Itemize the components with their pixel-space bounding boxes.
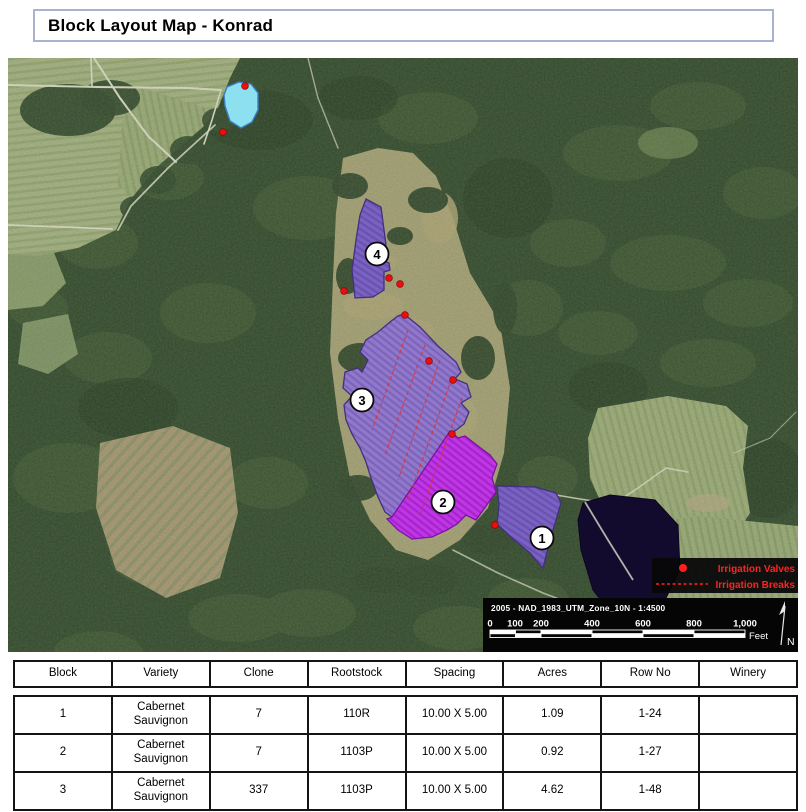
block-table-header: Block Variety Clone Rootstock Spacing Ac… [13, 660, 798, 688]
table-cell: Cabernet Sauvignon [110, 771, 211, 811]
block-1-label: 1 [538, 531, 545, 546]
header-row: Block Variety Clone Rootstock Spacing Ac… [13, 660, 798, 688]
block-4-label: 4 [373, 247, 381, 262]
column-header-clone: Clone [208, 660, 309, 688]
column-header-spacing: Spacing [404, 660, 505, 688]
table-cell: Cabernet Sauvignon [110, 695, 211, 735]
table-cell [698, 695, 798, 735]
scale-tick-400: 400 [584, 619, 600, 630]
column-header-block: Block [13, 660, 113, 688]
table-cell: 1-24 [600, 695, 701, 735]
table-cell [698, 771, 798, 811]
column-header-variety: Variety [110, 660, 211, 688]
block-4-marker: 4 [364, 241, 390, 267]
column-header-acres: Acres [502, 660, 603, 688]
page-title-text: Block Layout Map - Konrad [48, 15, 274, 35]
scale-tick-600: 600 [635, 619, 651, 630]
table-cell: 1-27 [600, 733, 701, 773]
table-cell: 1-48 [600, 771, 701, 811]
table-cell: 1 [13, 695, 113, 735]
north-label: N [787, 636, 795, 648]
block-3-marker: 3 [349, 387, 375, 413]
scale-tick-1000: 1,000 [733, 619, 757, 630]
table-cell: 10.00 X 5.00 [404, 733, 505, 773]
column-header-winery: Winery [698, 660, 798, 688]
table-row: 2 Cabernet Sauvignon 7 1103P 10.00 X 5.0… [13, 733, 798, 773]
scale-tick-200: 200 [533, 619, 549, 630]
table-cell: 1103P [306, 771, 407, 811]
block-2-marker: 2 [430, 489, 456, 515]
legend-valves-label: Irrigation Valves [718, 564, 796, 575]
table-cell: 4.62 [502, 771, 603, 811]
scale-bar-segments [489, 629, 746, 638]
map-container: 1 2 3 4 Irrigation Valves Irrigation Bre… [7, 57, 806, 675]
table-cell: 2 [13, 733, 113, 773]
irrigation-valve-legend-icon [679, 564, 687, 572]
table-cell: Cabernet Sauvignon [110, 733, 211, 773]
table-row: 1 Cabernet Sauvignon 7 110R 10.00 X 5.00… [13, 695, 798, 735]
table-cell: 7 [208, 695, 309, 735]
block-2-area [385, 430, 498, 540]
table-cell [698, 733, 798, 773]
table-cell: 337 [208, 771, 309, 811]
irrigation-valves-layer [219, 82, 499, 529]
scale-unit-label: Feet [749, 631, 768, 642]
table-row: 3 Cabernet Sauvignon 337 1103P 10.00 X 5… [13, 771, 798, 811]
reservoir-dam-road [584, 501, 634, 581]
table-cell: 1.09 [502, 695, 603, 735]
scale-crs-label: 2005 - NAD_1983_UTM_Zone_10N - 1:4500 [491, 603, 666, 613]
north-arrow-icon: N [779, 601, 795, 648]
table-cell: 10.00 X 5.00 [404, 695, 505, 735]
irrigation-breaks-layer [371, 329, 463, 516]
column-header-rootstock: Rootstock [306, 660, 407, 688]
scale-tick-0: 0 [487, 619, 492, 630]
block-table: Block Variety Clone Rootstock Spacing Ac… [13, 660, 798, 811]
map-legend: Irrigation Valves Irrigation Breaks [652, 558, 798, 593]
block-1-marker: 1 [529, 525, 555, 551]
page-title: Block Layout Map - Konrad [33, 9, 774, 42]
block-table-body: 1 Cabernet Sauvignon 7 110R 10.00 X 5.00… [13, 695, 798, 811]
table-cell: 0.92 [502, 733, 603, 773]
column-header-rowno: Row No [600, 660, 701, 688]
block-2-label: 2 [439, 495, 446, 510]
table-cell: 3 [13, 771, 113, 811]
legend-breaks-label: Irrigation Breaks [716, 580, 796, 591]
table-cell: 7 [208, 733, 309, 773]
block-3-area [342, 313, 472, 518]
table-cell: 1103P [306, 733, 407, 773]
table-cell: 110R [306, 695, 407, 735]
aerial-map: 1 2 3 4 Irrigation Valves Irrigation Bre… [7, 57, 806, 675]
scale-bar: 2005 - NAD_1983_UTM_Zone_10N - 1:4500 0 … [483, 598, 798, 652]
scale-tick-100: 100 [507, 619, 523, 630]
block-3-label: 3 [358, 393, 365, 408]
scale-tick-800: 800 [686, 619, 702, 630]
table-cell: 10.00 X 5.00 [404, 771, 505, 811]
